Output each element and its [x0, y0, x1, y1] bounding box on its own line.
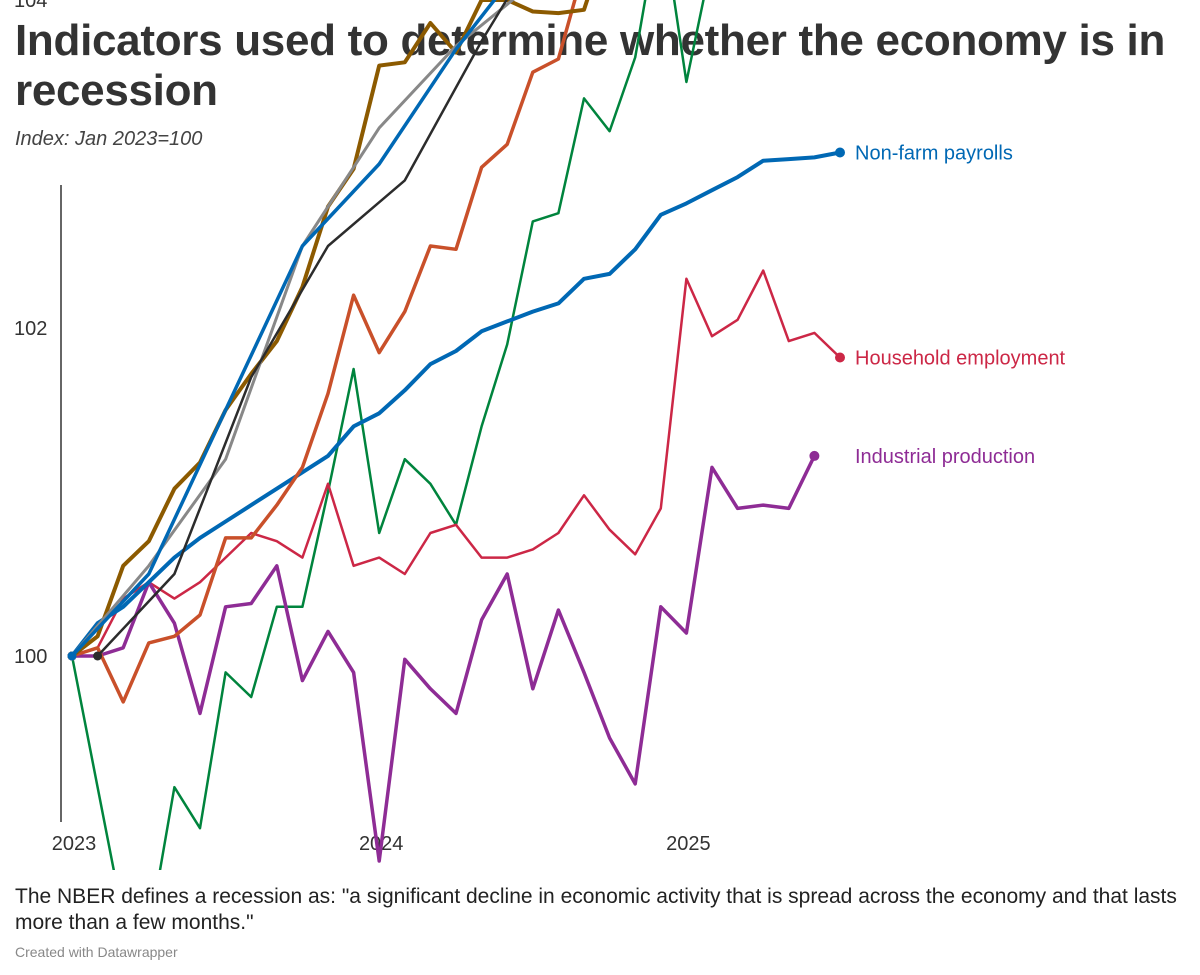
series-end-point	[835, 147, 845, 158]
series-line	[70, 454, 817, 863]
chart-subtitle: Index: Jan 2023=100	[15, 128, 203, 150]
series-line	[70, 0, 497, 658]
series-start-point	[93, 651, 103, 661]
y-tick-label: 104	[14, 0, 47, 12]
chart-notes: The NBER defines a recession as: "a sign…	[15, 885, 1177, 934]
series-start-point	[67, 651, 77, 661]
series-label: Non-farm payrolls	[855, 143, 1013, 165]
chart-title: Indicators used to determine whether the…	[15, 16, 1166, 115]
axis-layer: 98100102104202320242025	[14, 0, 711, 855]
series-line	[70, 0, 590, 658]
series-line	[96, 0, 508, 658]
series-labels: Real manufacturing & trade salesHousehol…	[855, 143, 1066, 468]
series-line	[70, 0, 515, 658]
series-end-point	[809, 450, 820, 461]
x-tick-label: 2023	[52, 833, 97, 855]
series-label: Household employment	[855, 348, 1066, 370]
chart-credit: Created with Datawrapper	[15, 944, 178, 960]
series-line	[70, 0, 577, 704]
series-line	[70, 150, 842, 658]
series-label: Industrial production	[855, 446, 1035, 468]
line-chart: 98100102104202320242025 Real manufacturi…	[14, 0, 1066, 870]
series-lines	[67, 0, 845, 870]
y-tick-label: 100	[14, 646, 47, 668]
y-tick-label: 102	[14, 318, 47, 340]
x-tick-label: 2025	[666, 833, 711, 855]
series-end-point	[835, 352, 845, 363]
series-line	[70, 0, 705, 870]
series-line	[70, 269, 842, 658]
